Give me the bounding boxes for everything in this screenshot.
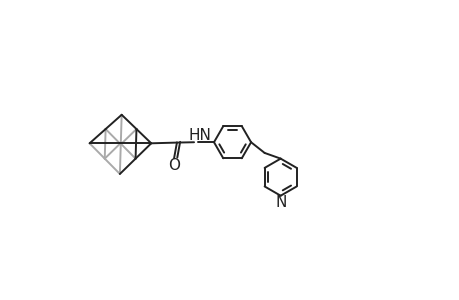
Text: HN: HN <box>188 128 211 143</box>
Text: N: N <box>275 195 286 210</box>
Text: O: O <box>168 158 179 173</box>
